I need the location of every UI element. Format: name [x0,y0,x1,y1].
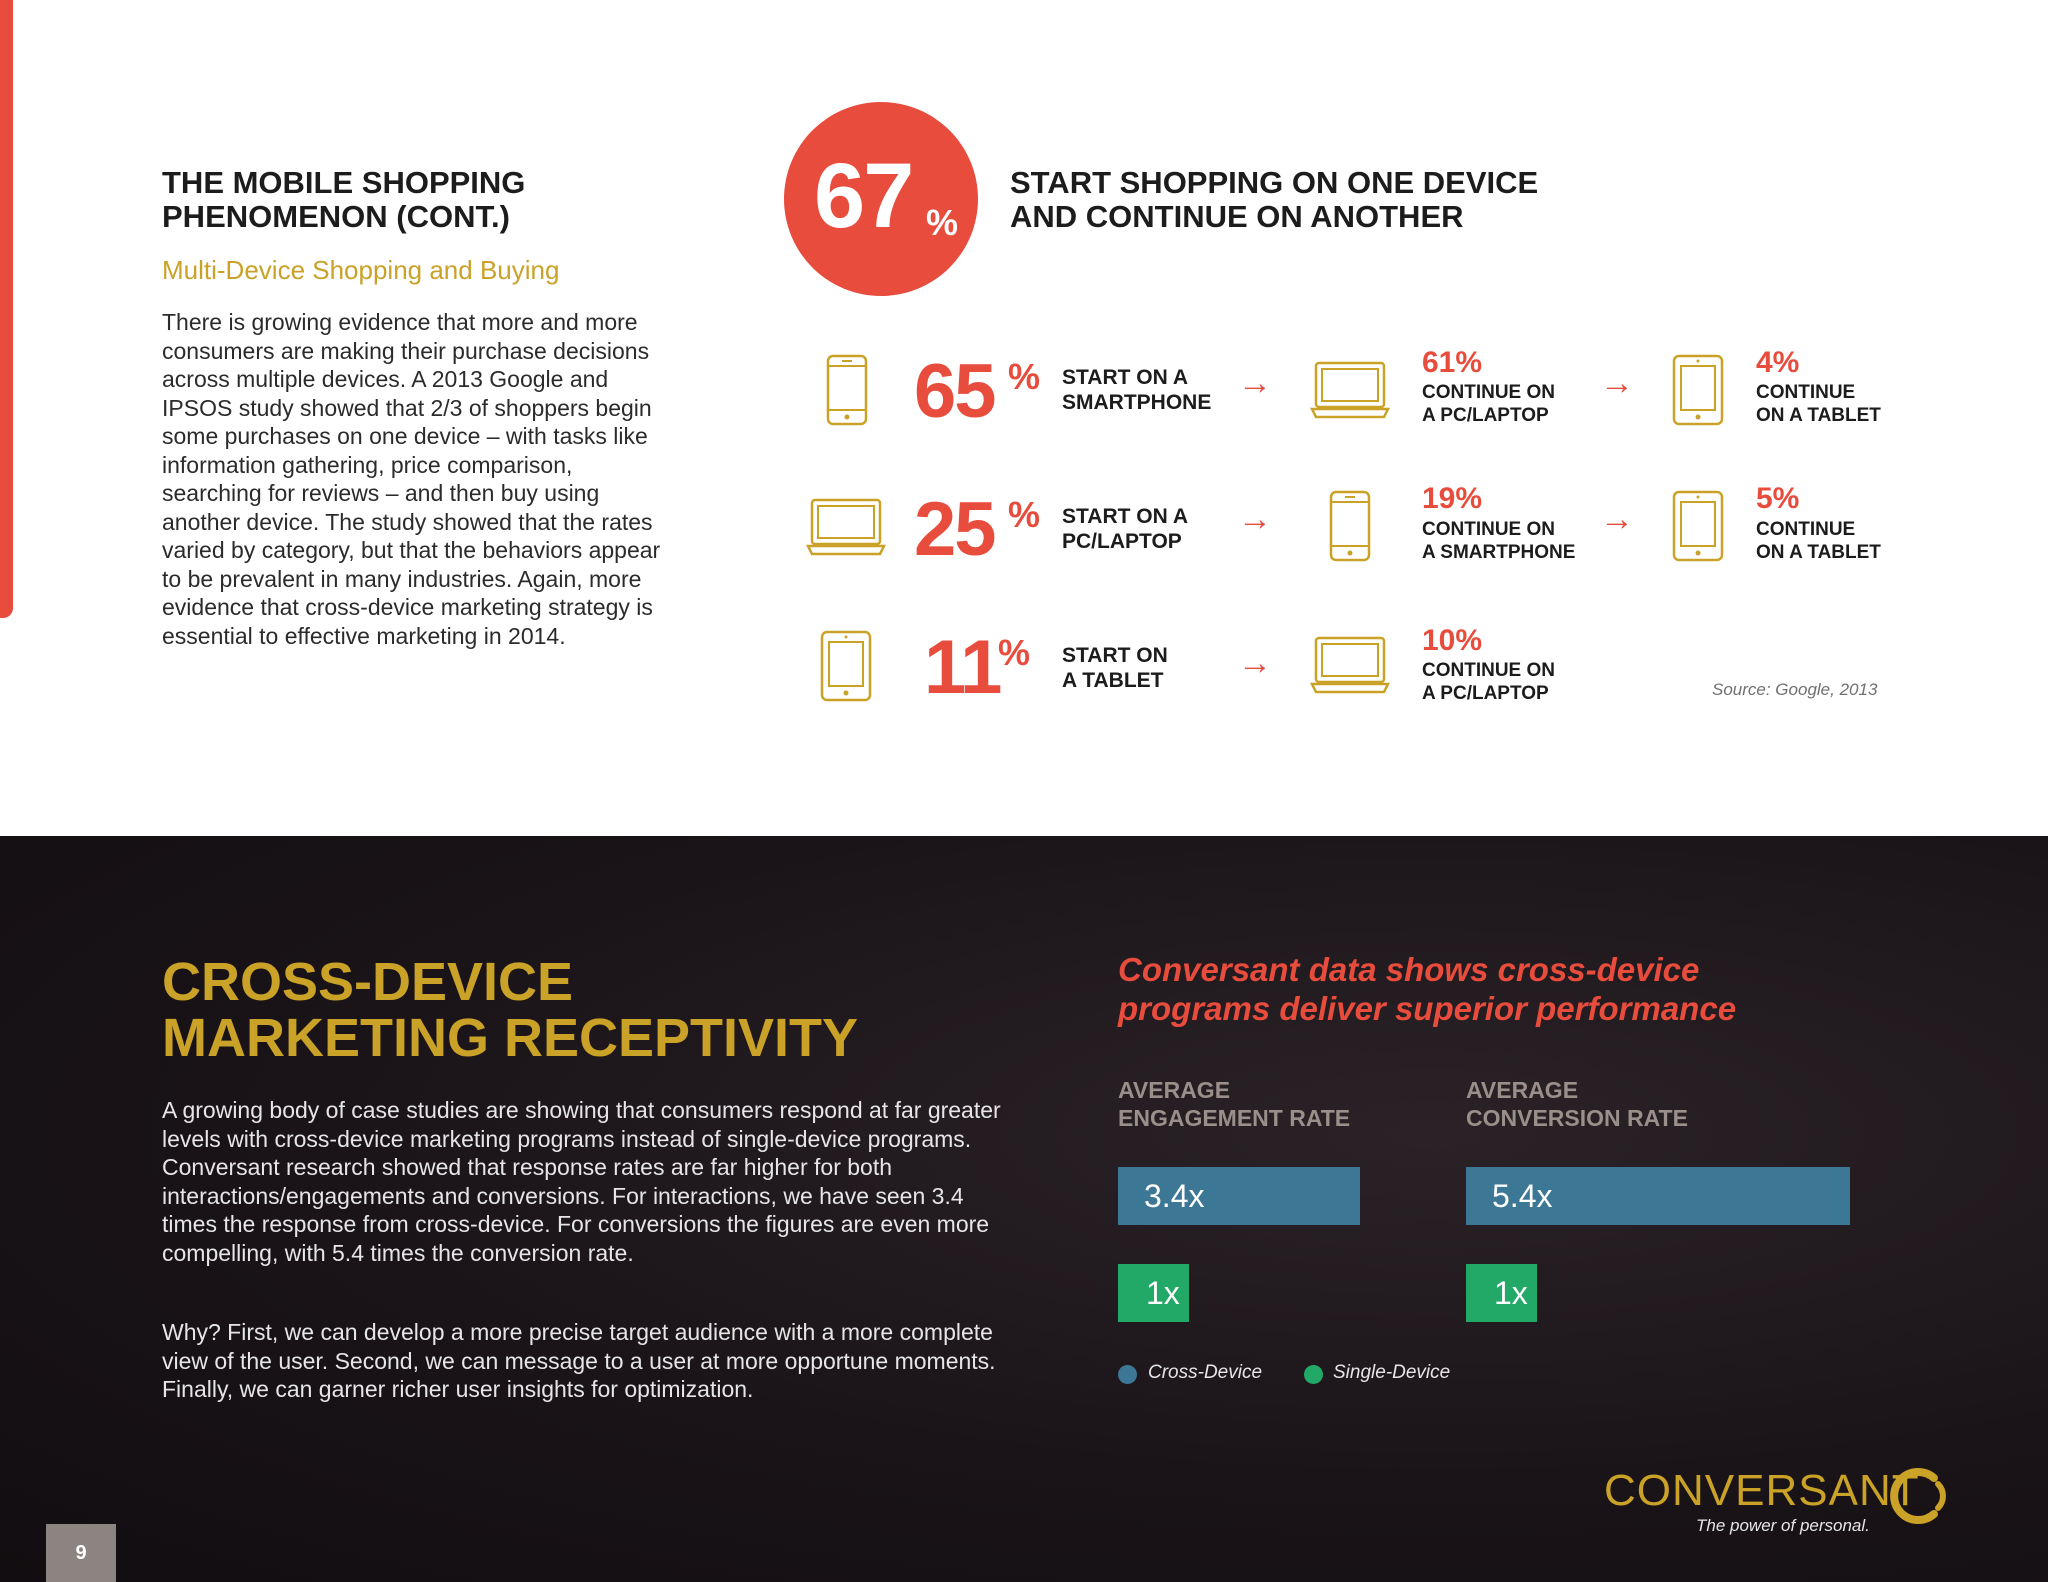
bottom-title-line1: CROSS-DEVICE [162,952,574,1012]
tablet-icon [820,630,872,702]
conversion-chart-title: AVERAGE CONVERSION RATE [1466,1076,1688,1132]
row2-start-label-line2: PC/LAPTOP [1062,530,1182,553]
engagement-chart-title: AVERAGE ENGAGEMENT RATE [1118,1076,1350,1132]
row2-cont1-value: 19% [1422,482,1483,515]
page-number: 9 [46,1524,116,1582]
row1-cont1-label: CONTINUE ON A PC/LAPTOP [1422,381,1555,427]
smartphone-icon [1329,490,1371,562]
row2-start-label-line1: START ON A [1062,505,1188,528]
row1-cont2-label-line2: ON A TABLET [1756,405,1881,426]
row2-start-value: 25 [914,487,997,572]
tablet-icon [1672,354,1724,426]
row2-cont2-label: CONTINUE ON A TABLET [1756,518,1881,564]
row2-cont1-label-line2: A SMARTPHONE [1422,542,1576,563]
engagement-title-line1: AVERAGE [1118,1077,1231,1103]
legend-cross-device-dot [1118,1365,1137,1384]
top-section: THE MOBILE SHOPPING PHENOMENON (CONT.) M… [0,0,1881,710]
big-stat-circle: 67 % [784,102,978,296]
legend-cross-device-label: Cross-Device [1148,1362,1263,1383]
laptop-icon [1310,361,1390,419]
big-stat-headline-line1: START SHOPPING ON ONE DEVICE [1010,165,1539,200]
row1-start-unit: % [1008,356,1041,397]
arrow-icon: → [1238,500,1272,538]
row3-cont1-label-line1: CONTINUE ON [1422,660,1555,681]
row1-cont2-label-line1: CONTINUE [1756,382,1856,403]
row2-cont2-value: 5% [1756,482,1800,515]
row3-cont1-label-line2: A PC/LAPTOP [1422,683,1549,704]
row1-start-value: 65 [914,349,997,434]
row2-cont2-label-line2: ON A TABLET [1756,542,1881,563]
row1-start-label-line2: SMARTPHONE [1062,391,1212,414]
section-title-line2: PHENOMENON (CONT.) [162,199,510,234]
legend-single-device-label: Single-Device [1333,1362,1451,1383]
row2-cont1-label: CONTINUE ON A SMARTPHONE [1422,518,1575,564]
row1-cont2-label: CONTINUE ON A TABLET [1756,381,1881,427]
row3-cont1-value: 10% [1422,624,1483,657]
section-subtitle: Multi-Device Shopping and Buying [162,255,560,285]
accent-bar [0,0,13,618]
section-title-line1: THE MOBILE SHOPPING [162,165,526,200]
big-stat-headline-line2: AND CONTINUE ON ANOTHER [1010,199,1464,234]
row3-start-label-line1: START ON [1062,644,1168,667]
big-stat-unit: % [926,202,959,243]
section-title: THE MOBILE SHOPPING PHENOMENON (CONT.) [162,166,525,234]
bottom-body-paragraph-1: A growing body of case studies are showi… [162,1097,1001,1266]
row3-start-label-line2: A TABLET [1062,669,1164,692]
big-stat-headline: START SHOPPING ON ONE DEVICE AND CONTINU… [1010,166,1538,234]
smartphone-icon [826,354,868,426]
tablet-icon [1672,490,1724,562]
big-stat-value: 67 [814,145,914,247]
bottom-body-paragraph-2: Why? First, we can develop a more precis… [162,1319,996,1402]
chart-headline: Conversant data shows cross-device progr… [1118,950,1736,1028]
conversant-tagline: The power of personal. [1696,1516,1870,1535]
conversion-title-line2: CONVERSION RATE [1466,1105,1688,1131]
source-note: Source: Google, 2013 [1712,680,1878,699]
arrow-icon: → [1238,644,1272,682]
row3-cont1-label: CONTINUE ON A PC/LAPTOP [1422,659,1555,705]
row1-cont1-label-line1: CONTINUE ON [1422,382,1555,403]
laptop-icon [806,498,886,556]
conversion-title-line1: AVERAGE [1466,1077,1579,1103]
arrow-icon: → [1600,500,1634,538]
row2-cont2-label-line1: CONTINUE [1756,519,1856,540]
arrow-icon: → [1600,364,1634,402]
row2-start-label: START ON A PC/LAPTOP [1062,504,1188,554]
row1-start-label-line1: START ON A [1062,366,1188,389]
row1-cont1-label-line2: A PC/LAPTOP [1422,405,1549,426]
row3-start-value: 11 [924,625,1002,710]
conversant-logo-text: CONVERSANT [1604,1466,1920,1515]
conversant-logo-icon [1890,1468,1946,1524]
engagement-title-line2: ENGAGEMENT RATE [1118,1105,1351,1131]
chart-headline-line1: Conversant data shows cross-device [1118,951,1700,988]
arrow-icon: → [1238,364,1272,402]
row2-start-unit: % [1008,494,1041,535]
section-body: There is growing evidence that more and … [162,309,661,649]
bottom-title-line2: MARKETING RECEPTIVITY [162,1008,859,1068]
row3-start-label: START ON A TABLET [1062,643,1168,693]
conversion-cross-device-bar: 5.4x [1466,1167,1850,1225]
laptop-icon [1310,636,1390,694]
row1-start-label: START ON A SMARTPHONE [1062,365,1211,415]
row1-cont2-value: 4% [1756,346,1800,379]
legend-single-device-dot [1304,1365,1323,1384]
engagement-single-device-bar: 1x [1118,1264,1189,1322]
row1-cont1-value: 61% [1422,346,1483,379]
row3-start-unit: % [998,632,1031,673]
chart-headline-line2: programs deliver superior performance [1118,990,1737,1027]
row2-cont1-label-line1: CONTINUE ON [1422,519,1555,540]
engagement-cross-device-bar: 3.4x [1118,1167,1360,1225]
conversion-single-device-bar: 1x [1466,1264,1537,1322]
bottom-section: CROSS-DEVICE MARKETING RECEPTIVITY A gro… [0,836,2048,1582]
bottom-title: CROSS-DEVICE MARKETING RECEPTIVITY [162,954,858,1066]
